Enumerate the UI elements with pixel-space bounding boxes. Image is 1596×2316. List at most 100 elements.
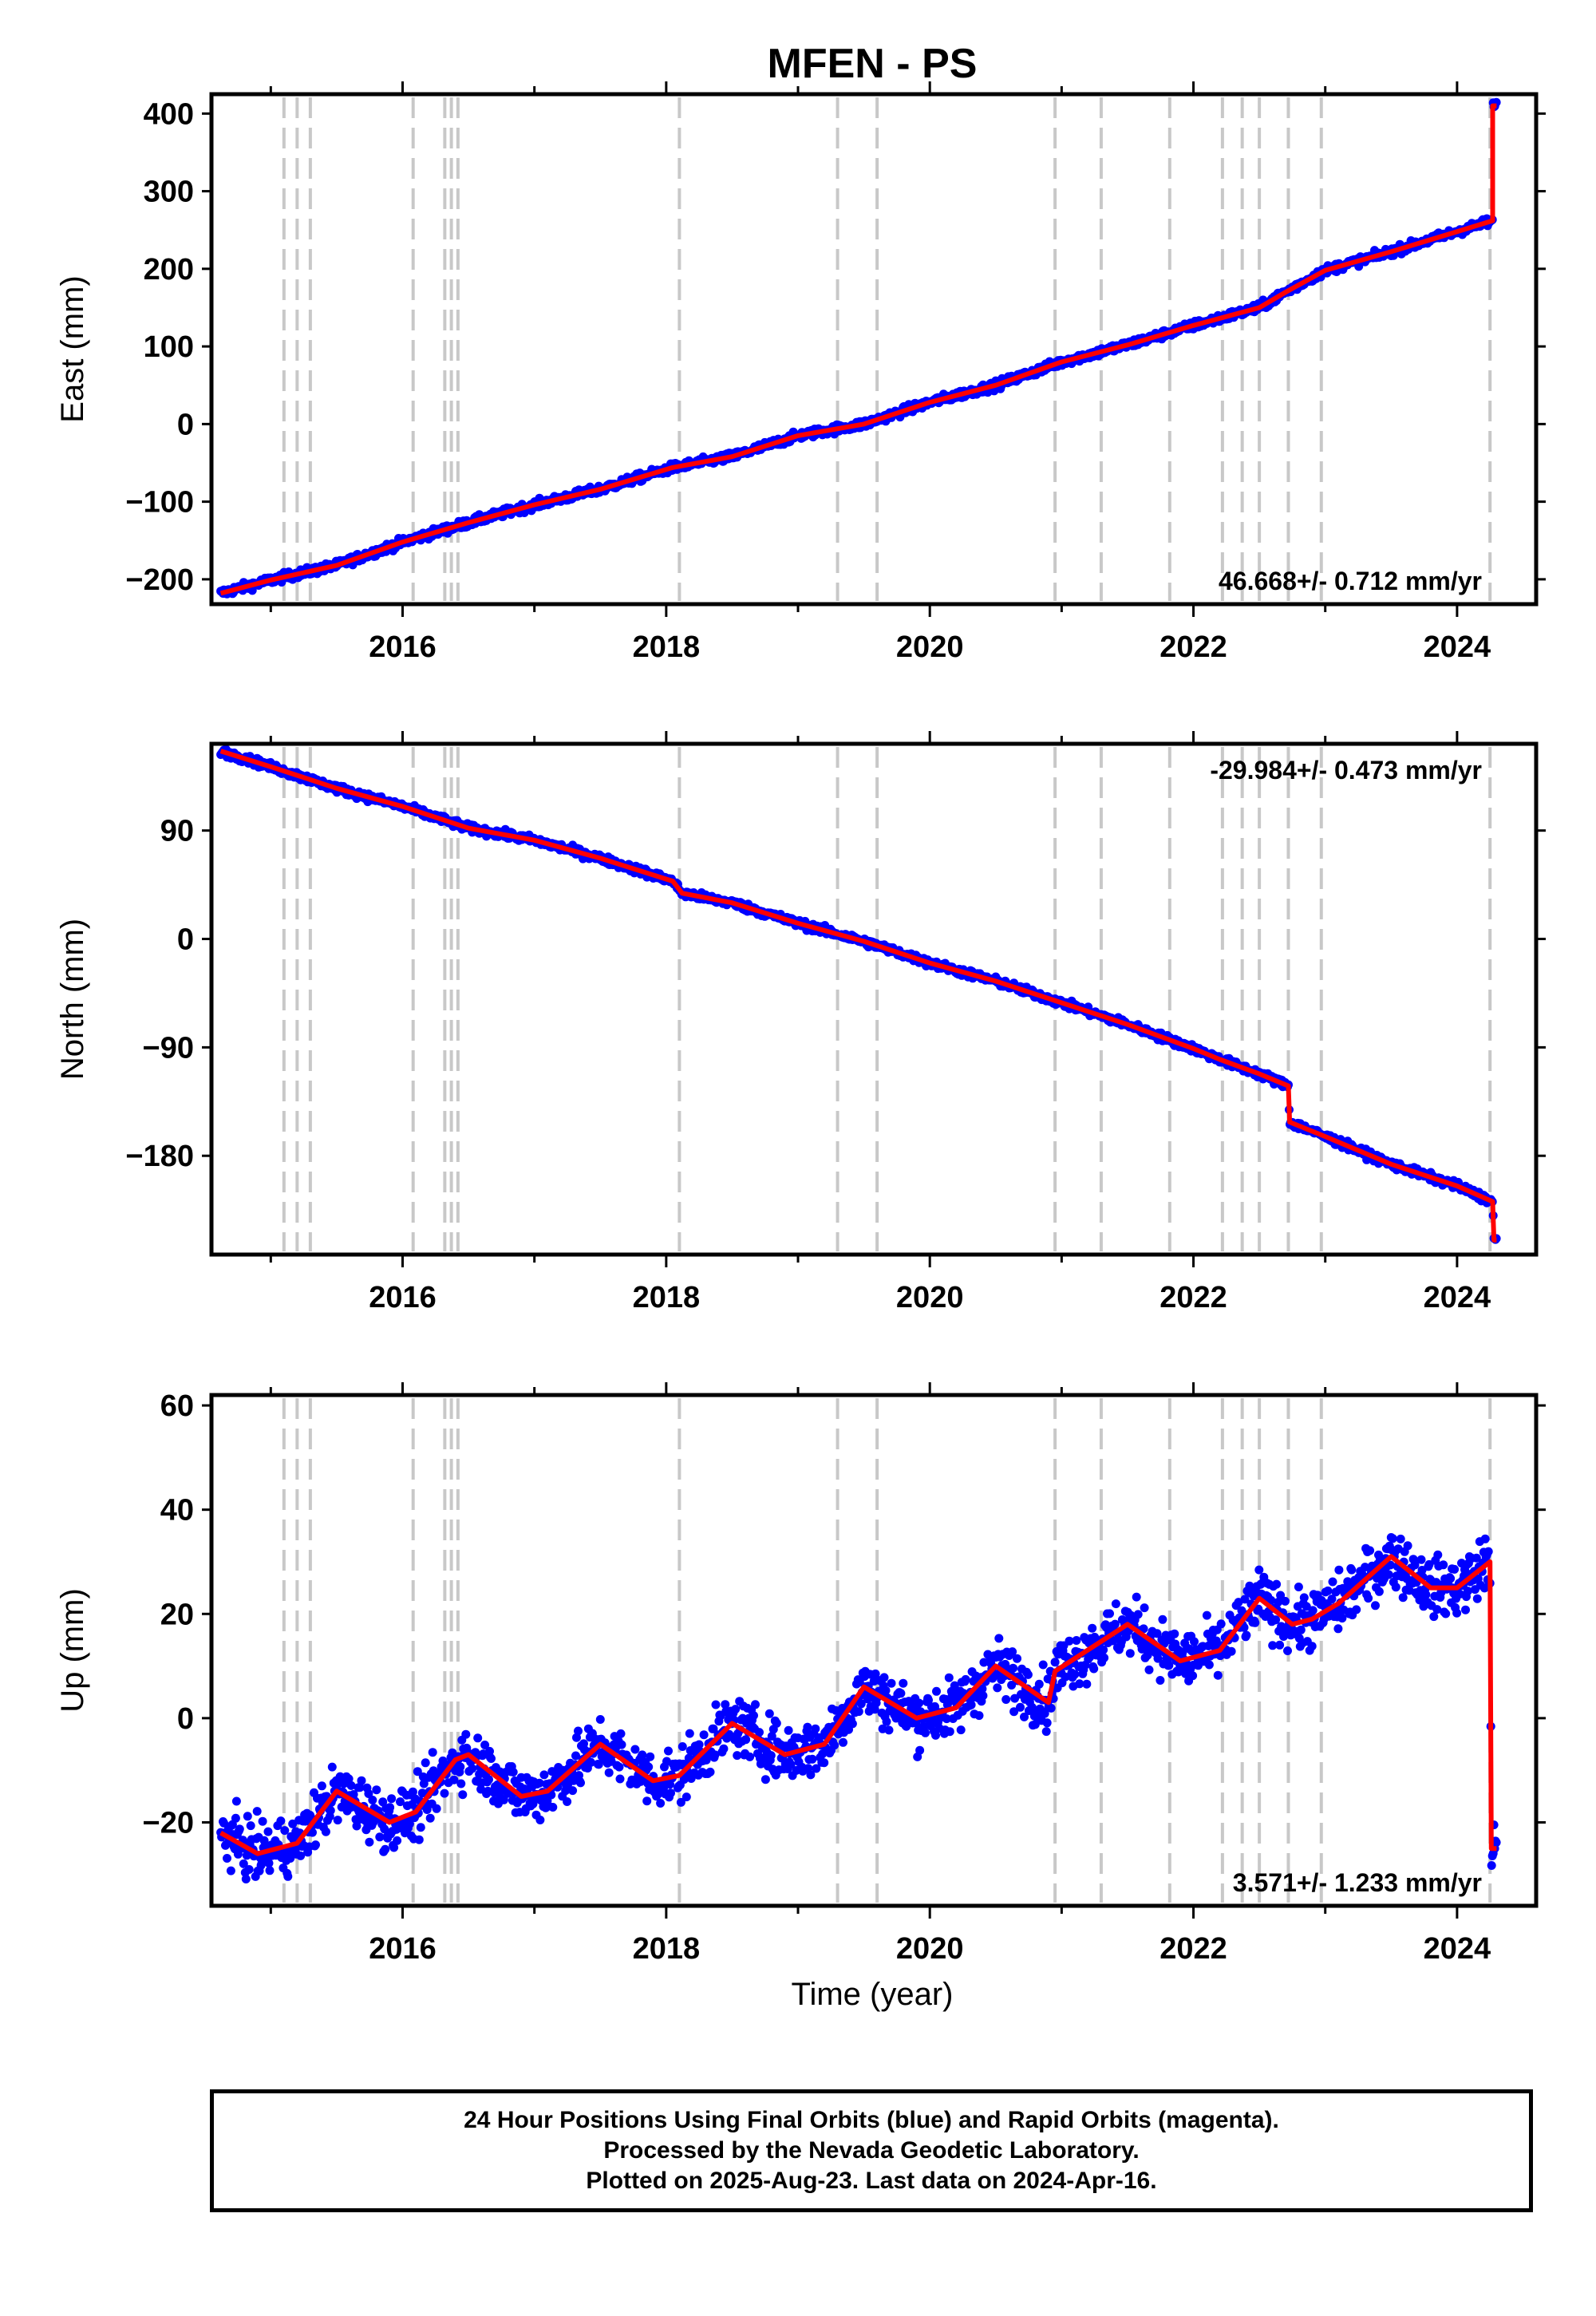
data-point-1588 — [1472, 1553, 1481, 1563]
y-tick-label: −200 — [125, 563, 194, 597]
data-point-703 — [772, 1718, 781, 1728]
data-point-1082 — [1072, 1636, 1081, 1645]
x-tick-label: 2022 — [1159, 1281, 1227, 1314]
data-point-304 — [456, 1779, 466, 1788]
data-point-491 — [604, 1768, 614, 1777]
data-point-1045 — [1042, 1718, 1052, 1728]
data-point-1297 — [1242, 1630, 1251, 1640]
data-point-643 — [725, 1729, 734, 1739]
x-tick-label: 2020 — [896, 630, 964, 664]
data-point-1016 — [1020, 1712, 1029, 1721]
data-point-664 — [741, 1735, 751, 1745]
data-point-776 — [830, 1741, 839, 1750]
data-point-120 — [311, 1840, 320, 1850]
data-point-128 — [317, 1781, 326, 1791]
data-point-239 — [405, 1819, 414, 1828]
data-point-696 — [766, 1751, 776, 1761]
data-point-936 — [956, 1725, 966, 1735]
data-point-60 — [263, 1827, 273, 1836]
data-points — [216, 97, 1501, 599]
data-point-165 — [346, 1780, 356, 1790]
data-point-1339 — [1275, 1640, 1285, 1650]
x-tick-label: 2020 — [896, 1281, 964, 1314]
data-point-61 — [264, 1859, 274, 1868]
data-point-201 — [375, 1832, 385, 1842]
data-point-303 — [456, 1762, 465, 1772]
data-point-1599 — [1480, 1534, 1490, 1543]
data-point-533 — [638, 1750, 647, 1760]
data-point-265 — [425, 1813, 435, 1823]
data-point-1334 — [1271, 1615, 1281, 1625]
data-point-808 — [855, 1678, 864, 1687]
data-point-438 — [563, 1797, 572, 1806]
data-point-1413 — [1333, 1624, 1343, 1634]
y-tick-label: 300 — [144, 176, 194, 209]
data-point-1206 — [1170, 1629, 1179, 1638]
data-point-1613 — [1491, 1838, 1501, 1848]
data-point-243 — [408, 1787, 417, 1796]
data-point-1044 — [1041, 1727, 1051, 1737]
data-point-1001 — [1008, 1647, 1017, 1657]
data-point-172 — [352, 1821, 361, 1831]
data-point-1184 — [1152, 1629, 1162, 1638]
data-point-1589 — [1472, 1594, 1482, 1603]
data-point-1042 — [1040, 1709, 1049, 1718]
data-point-339 — [484, 1775, 493, 1784]
data-point-1574 — [1461, 1605, 1470, 1614]
data-point-20 — [231, 1796, 241, 1806]
data-point-32 — [241, 1875, 251, 1883]
data-point-828 — [871, 1669, 880, 1678]
data-point-29 — [239, 1859, 248, 1868]
data-point-623 — [709, 1724, 718, 1733]
data-point-1414 — [1334, 1565, 1344, 1575]
data-point-921 — [944, 1673, 954, 1682]
data-point-1330 — [1268, 1641, 1278, 1650]
x-tick-label: 2018 — [633, 630, 701, 664]
data-point-566 — [664, 1746, 673, 1756]
data-point-101 — [296, 1851, 306, 1860]
data-point-1055 — [1050, 1658, 1060, 1667]
data-point-193 — [369, 1817, 378, 1827]
data-point-478 — [594, 1760, 603, 1769]
data-point-1370 — [1299, 1593, 1309, 1603]
plot-frame — [209, 741, 1539, 1257]
plot-frame — [209, 92, 1539, 607]
data-point-1418 — [1337, 1614, 1347, 1623]
data-point-1603 — [1483, 1547, 1493, 1556]
data-point-904 — [931, 1730, 940, 1740]
data-point-223 — [393, 1836, 402, 1845]
y-tick-label: 0 — [177, 408, 194, 441]
x-tick-label: 2016 — [369, 1281, 437, 1314]
data-point-1524 — [1421, 1590, 1431, 1599]
data-point-1188 — [1156, 1676, 1165, 1685]
y-axis-label: North (mm) — [55, 919, 90, 1080]
fit-line — [219, 1554, 1497, 1856]
data-point-1174 — [1144, 1665, 1154, 1674]
data-point-1050 — [1046, 1703, 1056, 1713]
x-tick-label: 2022 — [1159, 630, 1227, 664]
data-point-593 — [685, 1729, 694, 1738]
data-point-653 — [733, 1751, 742, 1761]
rate-label: 46.668+/- 0.712 mm/yr — [1219, 567, 1482, 595]
data-point-1453 — [1365, 1546, 1375, 1555]
data-point-589 — [681, 1792, 691, 1802]
data-point-227 — [396, 1797, 405, 1807]
data-point-1117 — [1100, 1653, 1109, 1662]
data-point-88 — [286, 1854, 295, 1863]
data-point-1405 — [1327, 1595, 1337, 1604]
data-point-187 — [364, 1789, 373, 1798]
data-point-197 — [372, 1785, 381, 1795]
data-point-752 — [811, 1724, 820, 1733]
y-tick-label: 90 — [160, 815, 194, 848]
data-point-38 — [246, 1821, 255, 1831]
data-point-261 — [422, 1805, 432, 1814]
data-point-841 — [881, 1686, 891, 1695]
y-tick-label: 0 — [177, 923, 194, 957]
data-point-216 — [387, 1794, 397, 1804]
data-point-450 — [572, 1733, 581, 1742]
data-point-1406 — [1328, 1577, 1337, 1587]
data-point-676 — [751, 1700, 760, 1709]
data-point-651 — [731, 1705, 741, 1714]
data-point-363 — [503, 1788, 512, 1798]
